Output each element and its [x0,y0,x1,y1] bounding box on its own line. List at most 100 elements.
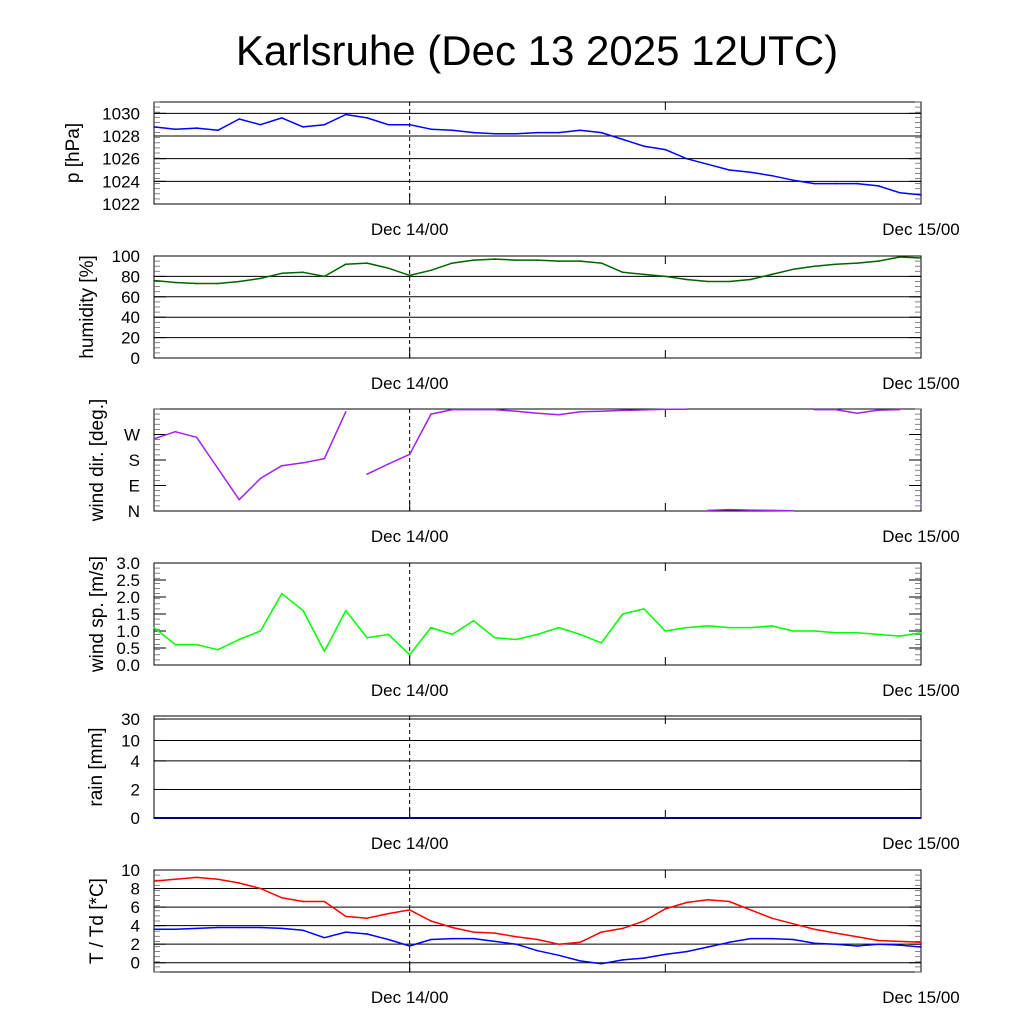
data-point [238,118,241,120]
data-point [259,926,262,929]
data-point [451,817,454,819]
data-point [174,643,177,646]
series-line [153,876,922,945]
data-point [621,817,624,819]
data-point [536,938,539,941]
data-point [707,280,709,283]
series-line [153,592,922,656]
data-point [430,413,432,415]
data-point [259,477,262,480]
data-point [323,817,326,819]
y-tick-label: 1028 [102,127,140,146]
data-point [558,413,560,416]
data-point [217,926,219,929]
y-tick-label: 8 [131,880,140,899]
data-point [451,937,454,940]
data-point [558,817,560,819]
data-point [792,922,794,925]
data-point [515,259,517,261]
y-tick-label: 4 [131,917,140,936]
data-point [621,409,624,412]
data-point [323,457,326,460]
data-point [195,817,198,819]
y-tick-label: 1.0 [116,622,140,641]
data-point [430,938,432,941]
data-point [600,410,603,413]
data-point [792,938,794,941]
data-point [813,182,816,185]
data-point [643,957,645,959]
data-point [536,949,539,952]
data-point [259,887,262,890]
data-point [259,817,262,819]
data-point [195,876,198,879]
data-point [621,613,624,615]
data-point [494,940,496,943]
y-axis-label: wind dir. [deg.] [87,399,108,523]
data-point [558,626,560,629]
data-point [771,625,773,627]
x-tick-label: Dec 14/00 [371,988,449,1007]
data-point [643,920,645,922]
data-point [558,954,560,957]
data-point [856,412,858,415]
data-point [153,880,155,882]
data-point [387,938,390,941]
data-point [834,263,837,265]
data-point [792,509,794,512]
y-tick-label: 100 [112,247,140,266]
data-point [387,633,390,636]
data-point [621,927,624,930]
y-tick-label: 0 [131,809,140,828]
y-tick-label: 20 [121,329,140,348]
panel-pressure: 1022 1024 1026 1028 1030 Dec 14/00 Dec 15/00 p … [63,101,960,239]
data-point [685,408,688,411]
data-point [898,256,901,258]
data-point [536,412,539,415]
data-point [749,278,752,281]
data-point [579,817,581,819]
data-point [728,280,731,283]
data-point [728,626,731,629]
data-point [920,817,922,819]
series-t [153,876,922,945]
data-point [749,171,752,174]
data-point [771,817,773,819]
data-point [600,642,603,644]
y-tick-label: 2.0 [116,588,140,607]
data-point [856,631,858,634]
data-point [451,633,454,636]
data-point [856,817,858,819]
data-point [494,932,496,934]
y-tick-label: 1024 [102,172,140,191]
data-point [749,909,752,911]
series-rain [153,817,922,819]
data-point [494,258,496,260]
y-tick-label: 4 [131,752,140,771]
data-point [281,464,283,467]
data-point [536,633,539,636]
data-point [344,817,347,819]
data-point [856,182,858,185]
y-tick-label: 10 [121,861,140,880]
data-point [749,509,752,511]
data-point [281,117,283,119]
data-point [238,882,241,884]
data-point [643,145,645,147]
data-point [344,263,347,265]
y-tick-label: S [129,451,140,470]
data-point [685,950,688,953]
data-point [323,650,326,653]
data-point [430,269,432,272]
data-point [920,257,922,259]
data-point [259,123,262,126]
data-point [174,128,177,130]
data-point [664,408,667,411]
data-point [195,436,198,439]
data-point [707,817,709,819]
y-tick-label: 60 [121,288,140,307]
data-point [792,179,794,181]
series-line [153,113,922,196]
data-point [323,900,326,903]
